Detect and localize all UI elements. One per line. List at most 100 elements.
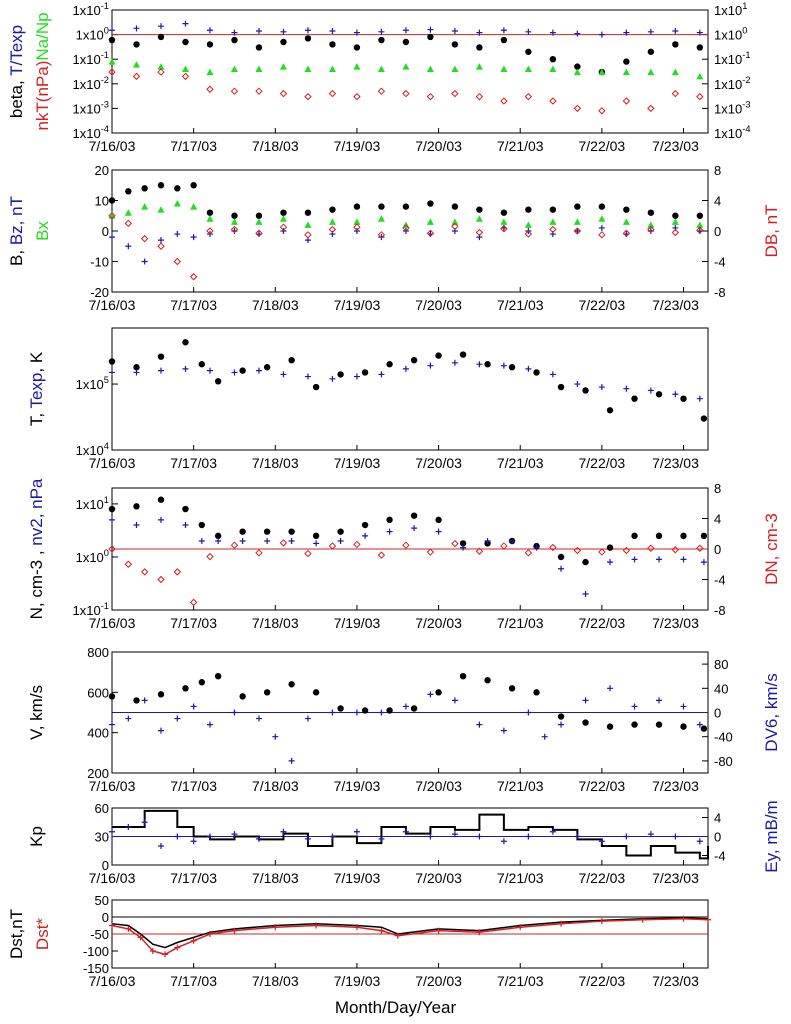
data-point — [272, 924, 279, 931]
data-point — [337, 528, 344, 535]
data-point — [361, 369, 369, 376]
data-point — [377, 87, 386, 95]
data-point — [133, 503, 140, 510]
data-point — [157, 68, 165, 76]
left-tick-label: 1x10-2 — [72, 75, 109, 92]
data-point — [631, 532, 638, 540]
data-point — [263, 528, 271, 535]
right-tick-label: 8 — [714, 163, 721, 178]
data-point — [647, 221, 655, 228]
data-point — [573, 546, 582, 555]
data-point — [700, 532, 708, 540]
data-point — [231, 29, 238, 36]
data-point — [353, 709, 360, 716]
data-point — [549, 29, 556, 36]
data-point — [655, 391, 663, 398]
data-point — [402, 38, 410, 46]
data-point — [459, 540, 467, 547]
data-point — [647, 831, 654, 838]
data-point — [549, 218, 557, 225]
data-point — [206, 931, 213, 937]
data-point — [500, 362, 507, 369]
data-point — [377, 65, 385, 72]
data-point — [182, 365, 189, 372]
x-tick-label: 7/20/03 — [415, 455, 462, 471]
data-point — [656, 697, 663, 704]
data-point — [108, 212, 116, 220]
data-point — [598, 231, 606, 239]
data-point — [631, 556, 638, 563]
data-point — [230, 218, 238, 225]
series-plus-blue — [109, 516, 707, 598]
data-point — [206, 552, 214, 561]
data-point — [109, 516, 115, 523]
right-tick-label: 1x101 — [714, 1, 747, 18]
data-point — [125, 188, 132, 195]
data-point — [353, 373, 360, 380]
data-point — [174, 715, 181, 722]
data-point — [451, 218, 459, 225]
data-point — [524, 92, 533, 101]
data-point — [574, 381, 581, 388]
x-tick-label: 7/18/03 — [252, 455, 299, 471]
data-point — [206, 833, 213, 840]
data-point — [623, 206, 630, 213]
data-point — [451, 28, 458, 35]
data-point — [109, 828, 115, 835]
left-tick-label: 1x105 — [76, 375, 109, 392]
left-tick-label: 600 — [87, 685, 109, 700]
y-axis-label-secondary: nkT(nPa)Na/Np — [33, 12, 52, 130]
data-point — [198, 521, 206, 529]
data-point — [582, 387, 589, 394]
right-tick-label: -4 — [714, 255, 726, 270]
data-point — [623, 29, 630, 36]
left-tick-label: 0 — [102, 858, 109, 873]
data-point — [500, 27, 507, 34]
data-point — [500, 727, 507, 734]
panel-dst: -150 -100 -50 0 50 7/16/03 7/17/03 7/18/03 7/19/… — [7, 893, 711, 989]
x-tick-label: 7/17/03 — [170, 973, 217, 989]
data-point — [476, 361, 483, 368]
data-point — [500, 218, 508, 225]
data-point — [435, 689, 442, 696]
left-tick-label: 1x10-3 — [72, 99, 109, 116]
data-point — [549, 97, 557, 105]
data-point — [255, 44, 263, 51]
data-point — [598, 68, 606, 76]
y-axis-label: B, Bz, nT — [7, 196, 26, 266]
data-point — [705, 916, 711, 923]
data-point — [525, 28, 532, 35]
right-axis-label: DV6, km/s — [762, 673, 781, 751]
data-point — [174, 231, 181, 238]
data-point — [313, 540, 320, 547]
data-point — [182, 522, 189, 529]
data-point — [133, 25, 140, 32]
data-point — [475, 228, 484, 237]
data-point — [671, 218, 679, 225]
data-point — [157, 353, 165, 360]
x-tick-label: 7/16/03 — [89, 870, 136, 886]
x-tick-label: 7/16/03 — [89, 138, 136, 154]
data-point — [189, 273, 198, 281]
data-point — [671, 68, 679, 76]
right-tick-label: -8 — [714, 603, 726, 618]
x-tick-label: 7/22/03 — [579, 138, 626, 154]
data-point — [206, 367, 213, 374]
data-point — [206, 85, 214, 93]
left-tick-label: 1x100 — [76, 548, 109, 565]
data-point — [402, 828, 409, 835]
data-point — [198, 679, 206, 686]
data-point — [255, 87, 263, 95]
data-point — [607, 559, 614, 566]
data-point — [598, 548, 606, 556]
data-point — [162, 951, 169, 958]
x-tick-label: 7/21/03 — [497, 138, 544, 154]
data-point — [124, 209, 132, 216]
left-tick-label: 400 — [87, 726, 109, 741]
data-point — [427, 691, 434, 698]
data-point — [402, 27, 409, 34]
data-point — [402, 703, 409, 710]
data-point — [426, 92, 435, 101]
data-point — [280, 209, 287, 216]
data-point — [622, 218, 630, 225]
